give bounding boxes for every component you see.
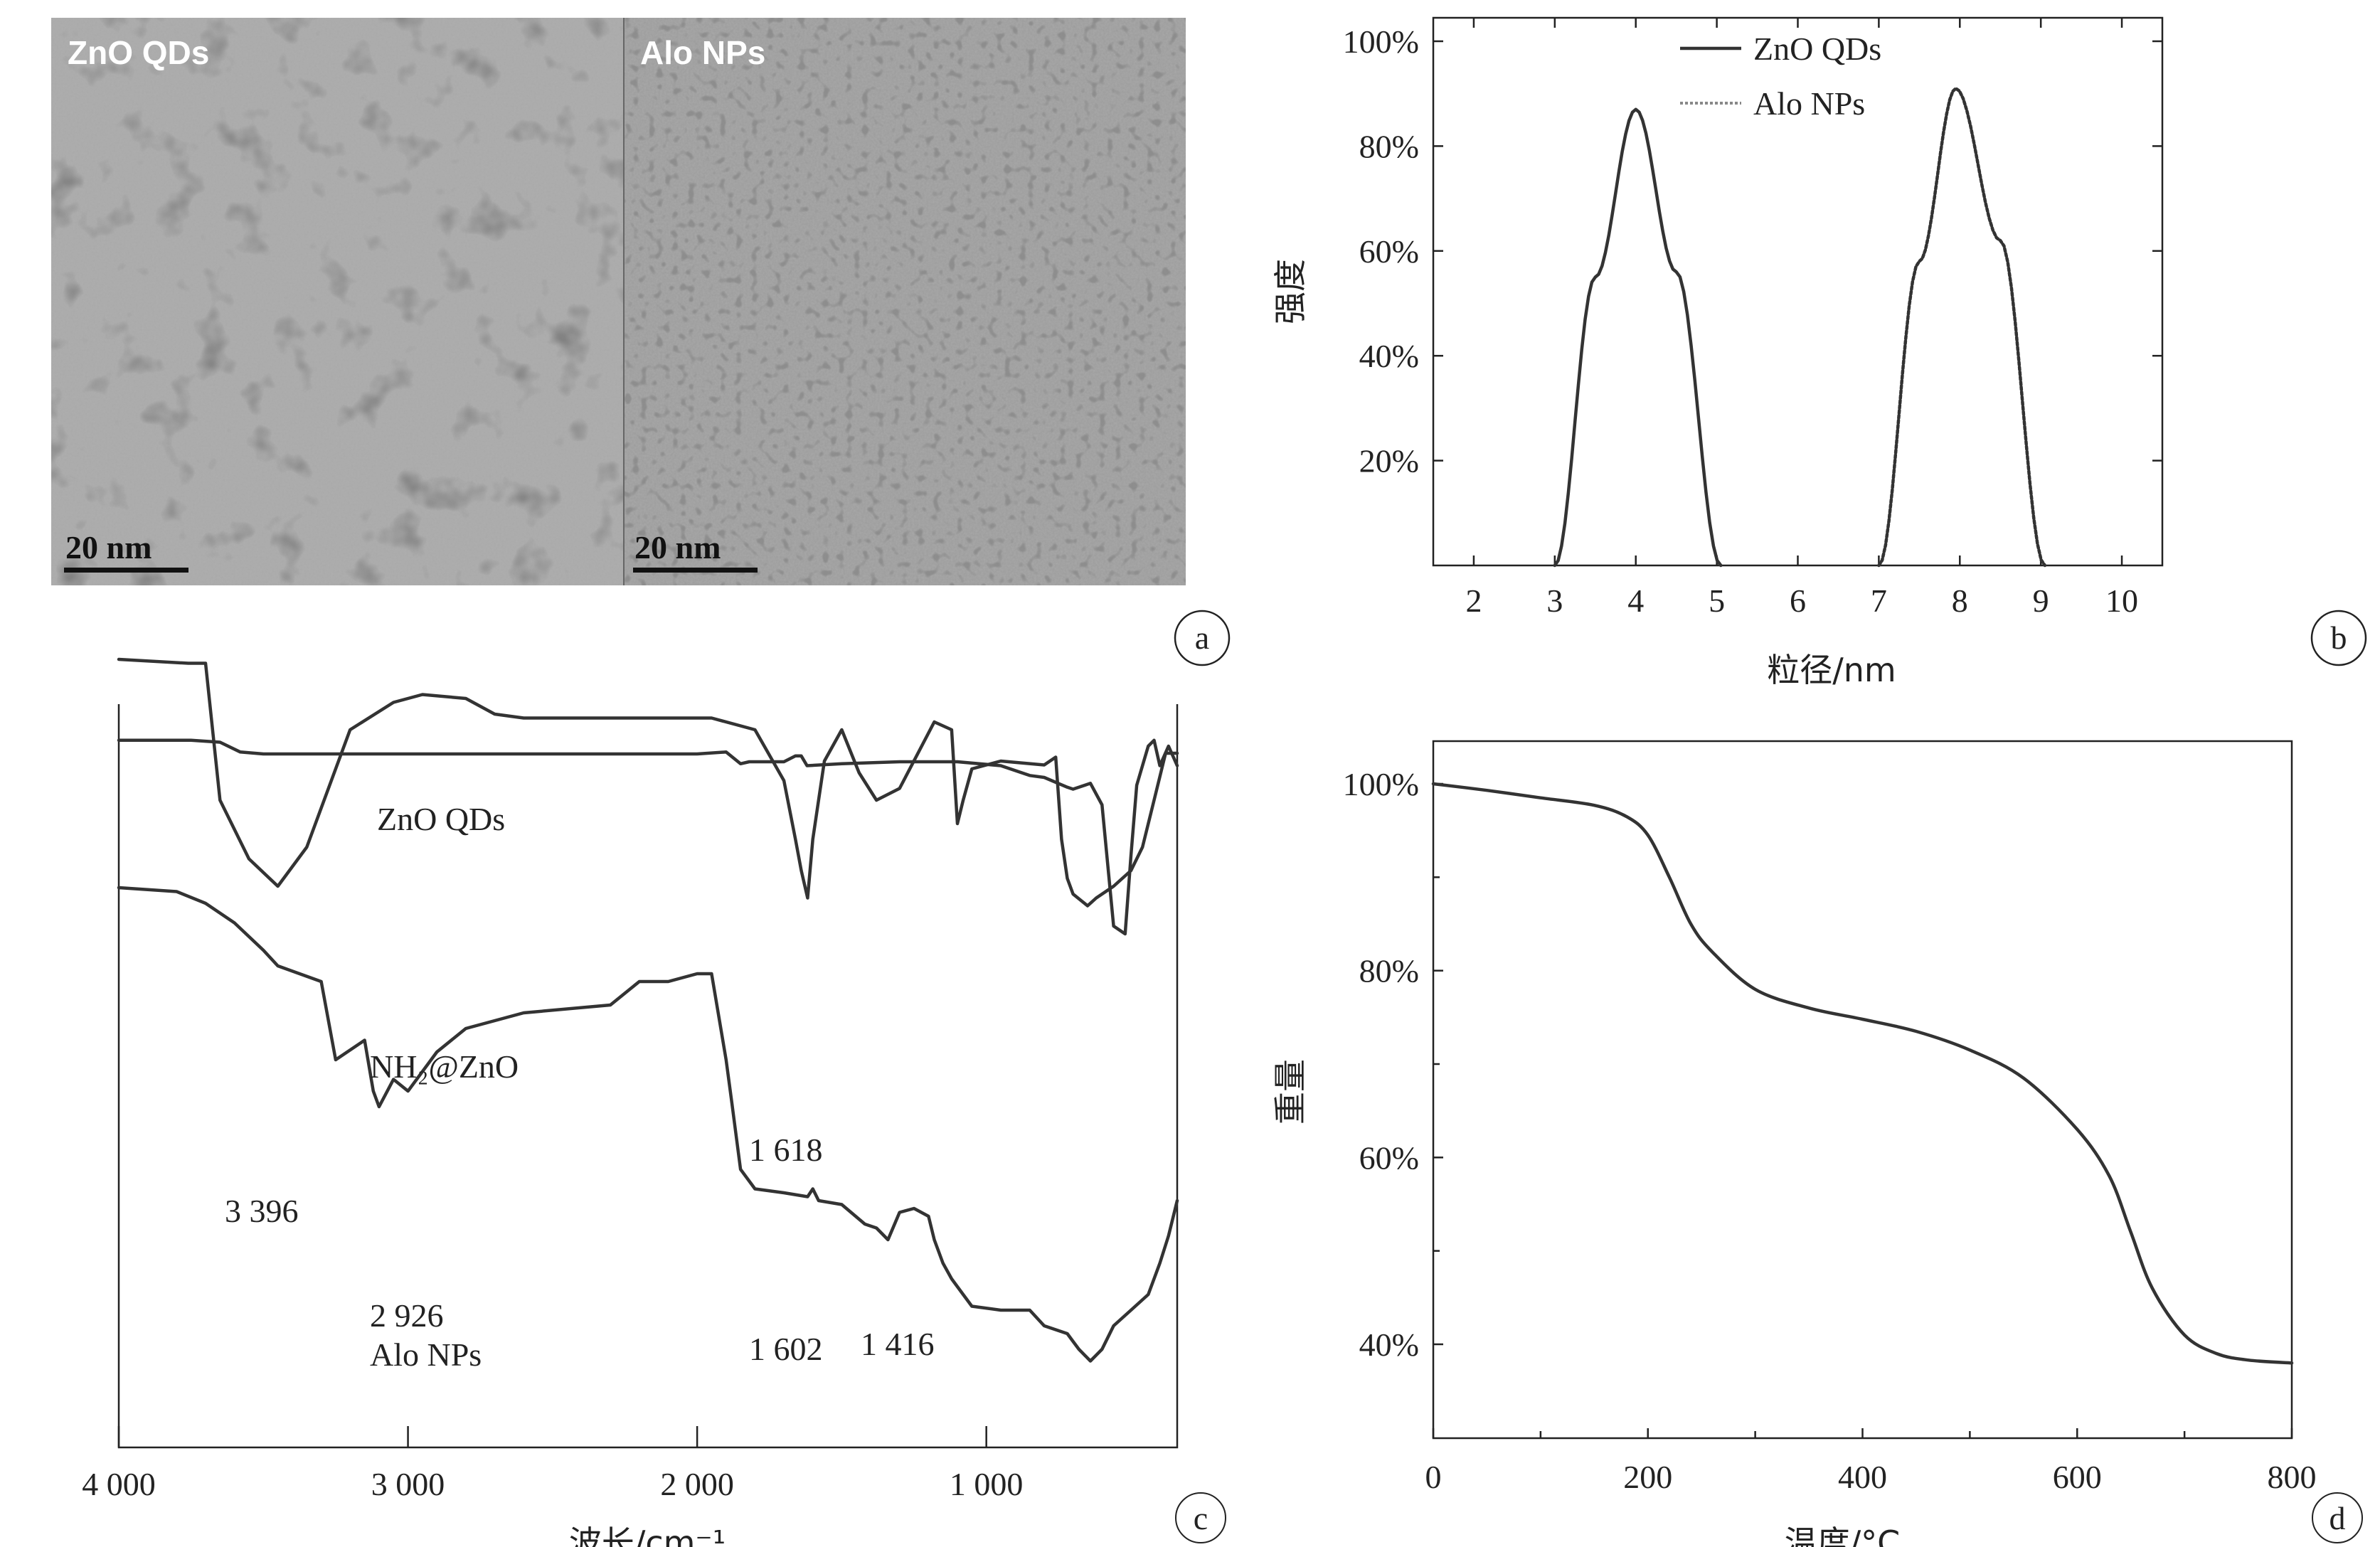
panel-b: 2 3 4 5 6 7 8 9 10 20% 40% 60% 80% 100% ZnO QDs Alo N… (1271, 16, 2164, 689)
x-tick-label-c: 4 000 (82, 1466, 156, 1502)
scale-bar-label-zno: 20 nm (65, 529, 152, 565)
x-tick-label-b: 10 (2105, 583, 2138, 619)
y-tick-label-b: 20% (1359, 443, 1419, 479)
x-tick-label-d: 400 (1838, 1459, 1887, 1495)
x-tick-label-b: 9 (2033, 583, 2049, 619)
tem-label-zno: ZnO QDs (68, 34, 209, 71)
x-tick-label-b: 8 (1952, 583, 1968, 619)
x-tick-label-b: 5 (1709, 583, 1725, 619)
legend-label-alo: Alo NPs (1753, 85, 1865, 122)
legend-b: ZnO QDs Alo NPs (1680, 31, 1881, 122)
x-axis-label-d: 温度/°C (1785, 1524, 1901, 1547)
y-tick-label-b: 60% (1359, 233, 1419, 270)
x-axis-label-b: 粒径/nm (1767, 651, 1896, 689)
y-tick-label-b: 100% (1343, 23, 1419, 60)
series-line-c-2 (117, 886, 1179, 1363)
x-axis-label-c: 波长/cm⁻¹ (569, 1524, 726, 1547)
annotation-1416: 1 416 (861, 1326, 935, 1362)
x-tick-label-b: 2 (1465, 583, 1482, 619)
series-line-c-1 (117, 657, 1179, 908)
series-line-b-1 (1877, 87, 2047, 568)
panel-letter-d: d (2329, 1499, 2346, 1536)
y-axis-label-d: 重量 (1271, 1059, 1309, 1125)
tem-image-alo (624, 18, 1186, 585)
x-tick-label-b: 6 (1790, 583, 1806, 619)
legend-label-zno: ZnO QDs (1753, 31, 1881, 67)
panel-letter-b: b (2331, 620, 2347, 656)
x-tick-label-d: 800 (2268, 1459, 2317, 1495)
panel-letter-d-wrap: d (2312, 1492, 2363, 1543)
tem-image-zno (51, 18, 624, 585)
annotation-3396: 3 396 (225, 1193, 299, 1229)
x-tick-label-d: 200 (1623, 1459, 1672, 1495)
panel-a: ZnO QDs Alo NPs 20 nm 20 nm (51, 18, 1186, 585)
series-label-zno: ZnO QDs (377, 801, 505, 837)
y-tick-label-b: 80% (1359, 128, 1419, 164)
panel-letter-circle-b (2310, 610, 2367, 666)
panel-letters: a b (1174, 610, 2367, 666)
x-tick-label-d: 600 (2053, 1459, 2102, 1495)
x-tick-label-c: 2 000 (660, 1466, 734, 1502)
plot-frame-d (1432, 740, 2293, 1440)
scale-bar-alo (633, 568, 758, 573)
panel-letter-c: c (1193, 1499, 1208, 1536)
y-tick-label-d: 40% (1359, 1327, 1419, 1363)
panel-letter-circle-a (1174, 610, 1231, 666)
scale-bar-label-alo: 20 nm (634, 529, 721, 565)
panel-letter-a: a (1195, 620, 1209, 656)
x-tick-label-c: 1 000 (950, 1466, 1024, 1502)
y-tick-label-d: 100% (1343, 766, 1419, 802)
series-line-c-0 (117, 738, 1179, 936)
x-tick-label-c: 3 000 (371, 1466, 445, 1502)
y-axis-label-b: 强度 (1271, 259, 1309, 324)
annotation-1618: 1 618 (749, 1132, 823, 1168)
y-tick-label-b: 40% (1359, 338, 1419, 374)
panel-c: 4 000 3 000 2 000 1 000 ZnO QDs NH₂@ZnO Alo… (82, 657, 1179, 1547)
series-label-nh2zno: NH₂@ZnO (370, 1048, 519, 1085)
x-tick-label-b: 7 (1871, 583, 1887, 619)
y-tick-label-d: 80% (1359, 953, 1419, 989)
series-label-alo: Alo NPs (370, 1336, 482, 1373)
series-line-b-0 (1553, 107, 1723, 568)
x-tick-label-b: 3 (1546, 583, 1563, 619)
x-tick-label-d: 0 (1425, 1459, 1442, 1495)
x-tick-label-b: 4 (1627, 583, 1644, 619)
tem-label-alo: Alo NPs (640, 34, 765, 71)
y-tick-label-d: 60% (1359, 1139, 1419, 1176)
panel-d: 0 200 400 600 800 40% 60% 80% 100% 温度/°C 重量 (1271, 740, 2317, 1547)
plot-frame-c (117, 704, 1179, 1449)
series-line-d (1431, 782, 2294, 1365)
annotation-2926: 2 926 (370, 1297, 444, 1334)
panel-letter-c-wrap: c (1175, 1492, 1226, 1543)
annotation-1602: 1 602 (749, 1331, 823, 1367)
scale-bar-zno (64, 568, 188, 573)
